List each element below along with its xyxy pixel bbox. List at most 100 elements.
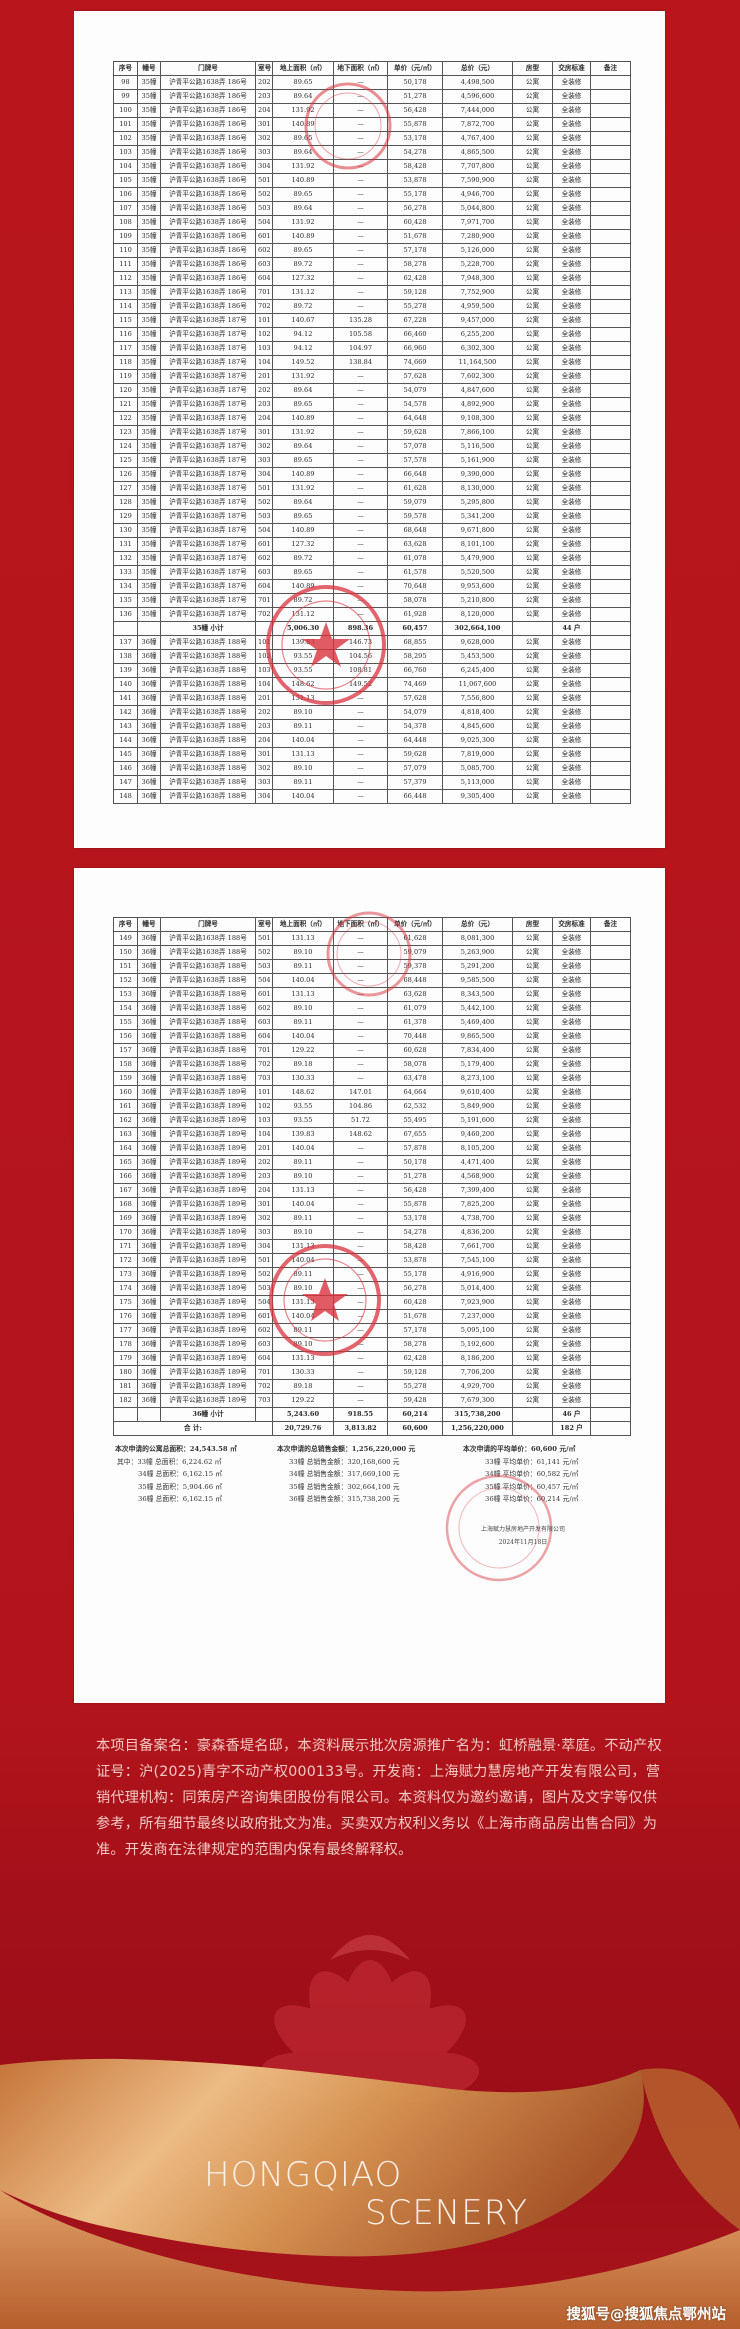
total-price-cell: 5,179,400: [442, 1057, 513, 1072]
seq-cell: 181: [113, 1379, 138, 1394]
total-price-cell: 7,825,200: [442, 1197, 513, 1212]
total-price-cell: 5,014,400: [442, 1281, 513, 1296]
address-cell: 沪青平公路1638弄 188号: [160, 1001, 256, 1016]
room-type-cell: 公寓: [512, 523, 553, 538]
summary-item: 34幢 总销售金额：317,669,100 元: [289, 1470, 400, 1478]
address-cell: 沪青平公路1638弄 187号: [160, 439, 256, 454]
remark-cell: [590, 1337, 631, 1352]
below-ground-area-cell: —: [333, 215, 388, 230]
column-header-room: 室号: [255, 61, 273, 76]
delivery-standard-cell: 全装修: [552, 931, 591, 946]
unit-price-cell: 53,178: [387, 1211, 443, 1226]
total-price-cell: 5,113,000: [442, 775, 513, 790]
remark-cell: [590, 257, 631, 272]
delivery-standard-cell: 全装修: [552, 383, 591, 398]
room-cell: 502: [255, 187, 273, 202]
address-cell: 沪青平公路1638弄 189号: [160, 1127, 256, 1142]
seq-cell: 171: [113, 1239, 138, 1254]
remark-cell: [590, 789, 631, 804]
remark-cell: [590, 593, 631, 608]
unit-price-cell: 64,448: [387, 733, 443, 748]
delivery-standard-cell: 全装修: [552, 1239, 591, 1254]
room-type-cell: 公寓: [512, 551, 553, 566]
building-cell: 36幢: [137, 1281, 161, 1296]
room-cell: 103: [255, 341, 273, 356]
address-cell: 沪青平公路1638弄 189号: [160, 1337, 256, 1352]
unit-price-cell: 70,648: [387, 579, 443, 594]
seq-cell: 131: [113, 537, 138, 552]
above-ground-area-cell: 131.92: [272, 215, 334, 230]
above-ground-area-cell: 93.55: [272, 1099, 334, 1114]
room-type-cell: 公寓: [512, 663, 553, 678]
delivery-standard-cell: 全装修: [552, 285, 591, 300]
remark-cell: [590, 1421, 631, 1436]
delivery-standard-cell: 全装修: [552, 397, 591, 412]
room-type-cell: 公寓: [512, 369, 553, 384]
below-ground-area-cell: —: [333, 257, 388, 272]
unit-count-cell: 182 户: [552, 1421, 591, 1436]
building-cell: 36幢: [137, 1043, 161, 1058]
building-cell: 36幢: [137, 1267, 161, 1282]
seq-cell: 100: [113, 103, 138, 118]
room-cell: 601: [255, 537, 273, 552]
room-cell: 203: [255, 89, 273, 104]
delivery-standard-cell: 全装修: [552, 411, 591, 426]
above-ground-area-cell: 148.62: [272, 677, 334, 692]
seq-cell: 152: [113, 973, 138, 988]
table-row: 171 36幢 沪青平公路1638弄 189号 304 131.13—58,428 7,6…: [113, 1239, 631, 1254]
above-ground-area-cell: 131.92: [272, 369, 334, 384]
total-price-cell: 5,479,900: [442, 551, 513, 566]
delivery-standard-cell: 全装修: [552, 1393, 591, 1408]
seq-cell: 178: [113, 1337, 138, 1352]
building-cell: 35幢: [137, 607, 161, 622]
address-cell: 沪青平公路1638弄 187号: [160, 453, 256, 468]
total-price-cell: 7,872,700: [442, 117, 513, 132]
remark-cell: [590, 1393, 631, 1408]
room-type-cell: 公寓: [512, 691, 553, 706]
room-cell: 102: [255, 327, 273, 342]
below-ground-area-cell: —: [333, 1001, 388, 1016]
subtotal-row: 36幢 小计 5,243.60 918.55 60,214 315,738,200 46 …: [113, 1407, 631, 1422]
seq-cell: 175: [113, 1295, 138, 1310]
remark-cell: [590, 229, 631, 244]
room-cell: 303: [255, 1225, 273, 1240]
above-ground-area-cell: 89.65: [272, 565, 334, 580]
address-cell: 沪青平公路1638弄 187号: [160, 523, 256, 538]
address-cell: 沪青平公路1638弄 187号: [160, 551, 256, 566]
total-price-cell: 7,661,700: [442, 1239, 513, 1254]
building-cell: 35幢: [137, 481, 161, 496]
delivery-standard-cell: 全装修: [552, 649, 591, 664]
room-cell: 502: [255, 1267, 273, 1282]
table-row: 176 36幢 沪青平公路1638弄 189号 601 140.04—51,678 7,2…: [113, 1309, 631, 1324]
seq-cell: 137: [113, 635, 138, 650]
remark-cell: [590, 481, 631, 496]
room-type-cell: 公寓: [512, 341, 553, 356]
address-cell: 沪青平公路1638弄 189号: [160, 1239, 256, 1254]
above-ground-area-cell: 149.52: [272, 355, 334, 370]
delivery-standard-cell: 全装修: [552, 229, 591, 244]
address-cell: 沪青平公路1638弄 188号: [160, 973, 256, 988]
table-row: 166 36幢 沪青平公路1638弄 189号 203 89.10—51,278 4,56…: [113, 1169, 631, 1184]
table-row: 102 35幢 沪青平公路1638弄 186号 302 89.65—53,178 4,76…: [113, 131, 631, 146]
below-ground-area-cell: 138.84: [333, 355, 388, 370]
address-cell: 沪青平公路1638弄 189号: [160, 1211, 256, 1226]
total-label-cell: 合 计:: [113, 1421, 273, 1436]
table-row: 182 36幢 沪青平公路1638弄 189号 703 129.22—59,428 7,6…: [113, 1393, 631, 1408]
seq-cell: 174: [113, 1281, 138, 1296]
delivery-standard-cell: 全装修: [552, 1113, 591, 1128]
below-ground-area-cell: —: [333, 579, 388, 594]
subtotal-row: 35幢 小计 5,006.30 898.36 60,457 302,664,100 44 …: [113, 621, 631, 636]
below-ground-area-cell: —: [333, 1365, 388, 1380]
table-row: 121 35幢 沪青平公路1638弄 187号 203 89.65—54,578 4,89…: [113, 397, 631, 412]
building-cell: 36幢: [137, 1337, 161, 1352]
remark-cell: [590, 677, 631, 692]
above-ground-area-cell: 140.04: [272, 1309, 334, 1324]
total-price-cell: 5,453,500: [442, 649, 513, 664]
address-cell: 沪青平公路1638弄 187号: [160, 355, 256, 370]
above-ground-area-cell: 89.65: [272, 75, 334, 90]
remark-cell: [590, 1239, 631, 1254]
room-cell: 201: [255, 1141, 273, 1156]
address-cell: 沪青平公路1638弄 189号: [160, 1253, 256, 1268]
above-ground-area-cell: 129.22: [272, 1393, 334, 1408]
seq-cell: 126: [113, 467, 138, 482]
